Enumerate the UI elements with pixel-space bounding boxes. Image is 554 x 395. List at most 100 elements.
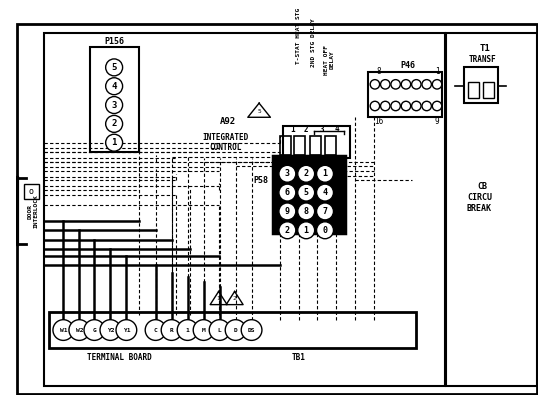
Circle shape bbox=[241, 320, 262, 340]
Bar bbox=[294, 136, 305, 155]
Circle shape bbox=[279, 184, 296, 201]
Circle shape bbox=[279, 165, 296, 182]
Circle shape bbox=[297, 184, 315, 201]
Bar bbox=[276, 159, 342, 230]
Text: 1: 1 bbox=[217, 297, 220, 301]
Bar bbox=[273, 156, 345, 233]
Text: 1: 1 bbox=[304, 226, 309, 235]
Text: DOOR
INTERLOCK: DOOR INTERLOCK bbox=[28, 195, 39, 228]
Circle shape bbox=[316, 165, 334, 182]
Circle shape bbox=[106, 134, 122, 151]
Bar bbox=[90, 47, 138, 152]
Text: DS: DS bbox=[248, 327, 255, 333]
Text: 8: 8 bbox=[376, 67, 381, 76]
Bar bbox=[447, 32, 537, 386]
Text: 1: 1 bbox=[322, 169, 327, 178]
Text: L: L bbox=[218, 327, 222, 333]
Text: 3: 3 bbox=[111, 101, 117, 109]
Text: W1: W1 bbox=[59, 327, 67, 333]
Text: 9: 9 bbox=[285, 207, 290, 216]
Text: HEAT OFF
DELAY: HEAT OFF DELAY bbox=[324, 45, 335, 75]
Bar bbox=[310, 136, 321, 155]
Circle shape bbox=[401, 80, 411, 89]
Circle shape bbox=[193, 320, 214, 340]
Text: 2: 2 bbox=[285, 226, 290, 235]
Text: CB: CB bbox=[477, 182, 487, 190]
Circle shape bbox=[84, 320, 105, 340]
Text: T-STAT HEAT STG: T-STAT HEAT STG bbox=[296, 8, 301, 64]
Circle shape bbox=[297, 222, 315, 239]
Text: CIRCU: CIRCU bbox=[467, 193, 492, 202]
Circle shape bbox=[69, 320, 90, 340]
Text: P46: P46 bbox=[401, 61, 416, 70]
Text: 5: 5 bbox=[257, 109, 261, 114]
Text: T1: T1 bbox=[480, 44, 490, 53]
Text: 1: 1 bbox=[290, 125, 294, 134]
Text: TB1: TB1 bbox=[292, 353, 306, 362]
Text: o: o bbox=[29, 187, 34, 196]
Circle shape bbox=[225, 320, 246, 340]
Text: BREAK: BREAK bbox=[467, 204, 492, 213]
Circle shape bbox=[412, 80, 421, 89]
Circle shape bbox=[412, 101, 421, 111]
Bar bbox=[468, 81, 479, 98]
Circle shape bbox=[391, 101, 401, 111]
Text: R: R bbox=[170, 327, 173, 333]
Text: M: M bbox=[202, 327, 206, 333]
Circle shape bbox=[106, 115, 122, 132]
Circle shape bbox=[381, 80, 390, 89]
Text: 0: 0 bbox=[322, 226, 327, 235]
Circle shape bbox=[116, 320, 137, 340]
Circle shape bbox=[106, 96, 122, 113]
Text: 16: 16 bbox=[374, 117, 383, 126]
Text: 8: 8 bbox=[304, 207, 309, 216]
Text: 7: 7 bbox=[322, 207, 327, 216]
Text: 4: 4 bbox=[111, 82, 117, 91]
Text: 5: 5 bbox=[111, 63, 117, 72]
Circle shape bbox=[316, 184, 334, 201]
Circle shape bbox=[106, 59, 122, 76]
Text: 2: 2 bbox=[233, 297, 237, 301]
Circle shape bbox=[209, 320, 230, 340]
Circle shape bbox=[370, 80, 379, 89]
Bar bbox=[280, 136, 291, 155]
Text: 9: 9 bbox=[435, 117, 439, 126]
Text: Y1: Y1 bbox=[122, 327, 130, 333]
Circle shape bbox=[422, 80, 432, 89]
Circle shape bbox=[316, 203, 334, 220]
Bar bbox=[49, 312, 416, 348]
Circle shape bbox=[279, 203, 296, 220]
Text: W2: W2 bbox=[75, 327, 83, 333]
Text: G: G bbox=[93, 327, 96, 333]
Circle shape bbox=[391, 80, 401, 89]
Text: INTEGRATED
CONTROL: INTEGRATED CONTROL bbox=[202, 133, 248, 152]
Text: 2: 2 bbox=[111, 119, 117, 128]
Circle shape bbox=[145, 320, 166, 340]
Text: 5: 5 bbox=[304, 188, 309, 197]
Bar bbox=[283, 126, 351, 158]
Circle shape bbox=[316, 222, 334, 239]
Text: 3: 3 bbox=[285, 169, 290, 178]
Text: 4: 4 bbox=[322, 188, 327, 197]
Circle shape bbox=[381, 101, 390, 111]
Text: 3: 3 bbox=[320, 125, 325, 134]
Circle shape bbox=[297, 203, 315, 220]
Bar bbox=[44, 32, 444, 386]
Circle shape bbox=[432, 101, 442, 111]
Text: P58: P58 bbox=[254, 176, 269, 185]
Bar bbox=[24, 184, 39, 199]
Text: 1: 1 bbox=[111, 138, 117, 147]
Text: 1: 1 bbox=[186, 327, 189, 333]
Text: TRANSF: TRANSF bbox=[468, 55, 496, 64]
Text: D: D bbox=[234, 327, 238, 333]
Text: 1: 1 bbox=[435, 67, 439, 76]
Bar bbox=[325, 136, 336, 155]
Text: P156: P156 bbox=[104, 38, 124, 47]
Text: 2ND STG DELAY: 2ND STG DELAY bbox=[311, 19, 316, 68]
Circle shape bbox=[422, 101, 432, 111]
Text: 4: 4 bbox=[335, 125, 340, 134]
Circle shape bbox=[53, 320, 74, 340]
Text: Y2: Y2 bbox=[106, 327, 114, 333]
Circle shape bbox=[161, 320, 182, 340]
Circle shape bbox=[432, 80, 442, 89]
